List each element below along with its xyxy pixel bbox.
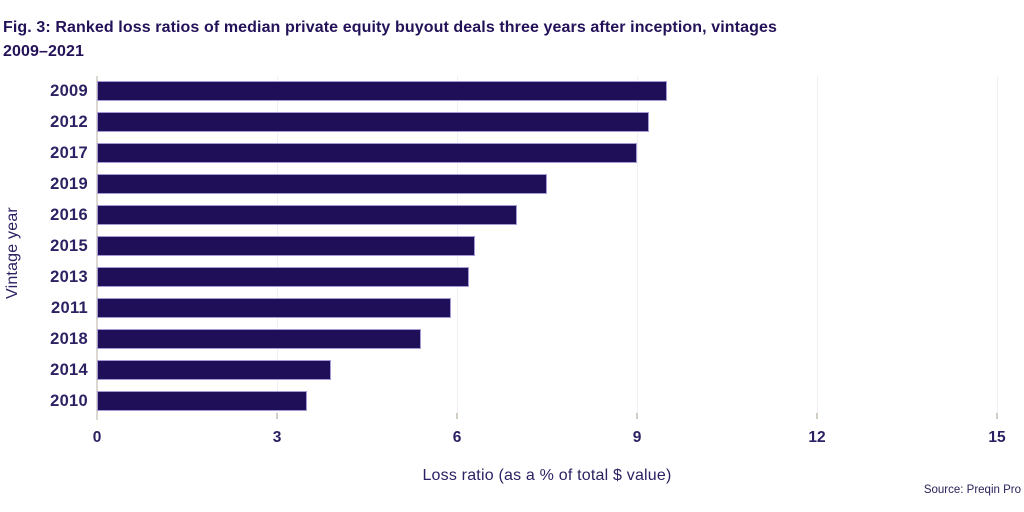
bar-2019 [97,174,547,194]
x-tick-label-15: 15 [988,429,1006,446]
gridline-x-15 [996,76,998,413]
y-tick-label-2016: 2016 [50,206,88,224]
bar-row-2012 [97,112,997,132]
y-tick-label-2013: 2013 [50,268,88,286]
bar-2017 [97,143,637,163]
tick-mark-x-3 [276,413,278,419]
y-tick-label-2018: 2018 [50,330,88,348]
bar-row-2017 [97,143,997,163]
tick-mark-x-12 [816,413,818,419]
x-tick-label-9: 9 [632,429,642,446]
bar-2013 [97,267,469,287]
source-credit: Source: Preqin Pro [923,484,1021,496]
bar-row-2015 [97,236,997,256]
plot-area [96,76,998,420]
y-tick-label-2015: 2015 [50,237,88,255]
bar-2009 [97,81,667,101]
bar-2016 [97,205,517,225]
x-axis-title: Loss ratio (as a % of total $ value) [422,467,672,484]
bar-row-2013 [97,267,997,287]
bar-2018 [97,329,421,349]
bar-row-2018 [97,329,997,349]
x-tick-label-3: 3 [272,429,282,446]
y-tick-label-2009: 2009 [50,82,88,100]
bar-row-2010 [97,391,997,411]
tick-mark-x-9 [636,413,638,419]
x-axis-tick-labels: 0 3 6 9 12 15 [93,429,1006,449]
bar-2011 [97,298,451,318]
gridline-x-9 [636,76,638,413]
bar-2010 [97,391,307,411]
bar-2012 [97,112,649,132]
bar-2014 [97,360,331,380]
y-tick-label-2011: 2011 [51,299,88,317]
y-tick-label-2019: 2019 [50,175,88,193]
bar-row-2019 [97,174,997,194]
bar-row-2011 [97,298,997,318]
bar-2015 [97,236,475,256]
tick-mark-x-15 [996,413,998,419]
bar-row-2016 [97,205,997,225]
y-tick-label-2014: 2014 [50,361,88,379]
x-tick-label-6: 6 [452,429,462,446]
bar-row-2014 [97,360,997,380]
y-tick-label-2017: 2017 [50,144,88,162]
bar-row-2009 [97,81,997,101]
y-tick-label-2010: 2010 [50,392,88,410]
gridline-x-12 [816,76,818,413]
x-tick-label-12: 12 [808,429,826,446]
chart-title: Fig. 3: Ranked loss ratios of median pri… [3,19,777,60]
y-tick-label-2012: 2012 [50,113,88,131]
x-tick-label-0: 0 [92,429,102,446]
y-axis-tick-labels: 2009 2012 2017 2019 2016 2015 2013 2011 2018 2014… [0,76,88,422]
tick-mark-x-6 [456,413,458,419]
bars-container [97,76,997,413]
